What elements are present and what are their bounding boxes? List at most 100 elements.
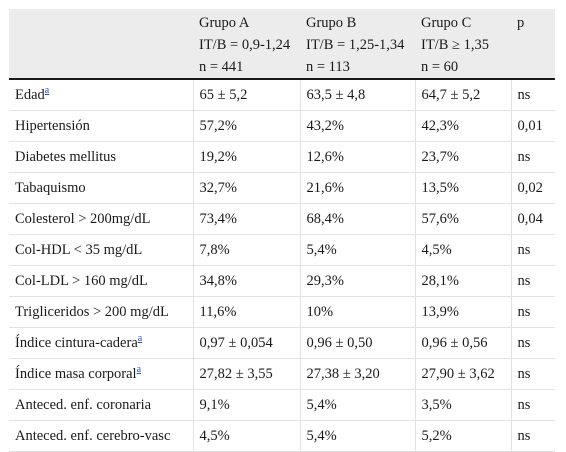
row-label: Diabetes mellitus	[15, 148, 117, 165]
cell-grupo-a: 34,8%	[192, 265, 300, 297]
table-row: Colesterol > 200mg/dL 73,4% 68,4% 57,6% 0,04	[9, 203, 555, 235]
cell-grupo-c: 27,90 ± 3,62	[414, 358, 511, 390]
cell-grupo-a: 19,2%	[192, 141, 300, 173]
cell-grupo-a: 9,1%	[192, 389, 300, 421]
header-grupo-a: Grupo A IT/B = 0,9-1,24 n = 441	[193, 9, 300, 80]
cell-p-value: ns	[510, 234, 555, 266]
header-line: n = 113	[306, 59, 350, 75]
cell-grupo-b: 29,3%	[299, 265, 415, 297]
header-line: IT/B = 1,25-1,34	[306, 37, 405, 53]
cell-grupo-b: 12,6%	[299, 141, 415, 173]
cell-p-value: 0,02	[510, 172, 555, 204]
cell-grupo-a: 57,2%	[192, 110, 300, 142]
row-label-cell: Tabaquismo	[9, 172, 193, 204]
row-label: Índice masa corporal	[15, 365, 137, 382]
cell-p-value: ns	[510, 389, 555, 421]
cell-grupo-a: 11,6%	[192, 296, 300, 328]
cell-grupo-b: 5,4%	[299, 420, 415, 452]
table-row: Col-HDL < 35 mg/dL 7,8% 5,4% 4,5% ns	[9, 234, 555, 266]
cell-grupo-a: 7,8%	[192, 234, 300, 266]
cell-p-value: ns	[510, 141, 555, 173]
cell-p-value: ns	[510, 78, 555, 111]
cell-grupo-c: 64,7 ± 5,2	[414, 78, 511, 111]
header-line: n = 60	[421, 59, 459, 75]
header-line	[517, 56, 555, 78]
header-grupo-c: Grupo C IT/B ≥ 1,35 n = 60	[415, 9, 511, 80]
table-row: Trigliceridos > 200 mg/dL 11,6% 10% 13,9% ns	[9, 296, 555, 328]
cell-grupo-a: 4,5%	[192, 420, 300, 452]
table-row: Índice cintura-caderaa 0,97 ± 0,054 0,96 ±…	[9, 327, 555, 359]
row-label: Col-LDL > 160 mg/dL	[15, 272, 148, 289]
cell-p-value: ns	[510, 296, 555, 328]
row-label-cell: Col-HDL < 35 mg/dL	[9, 234, 193, 266]
cell-grupo-a: 0,97 ± 0,054	[192, 327, 300, 359]
table-row: Tabaquismo 32,7% 21,6% 13,5% 0,02	[9, 172, 555, 204]
cell-grupo-c: 5,2%	[414, 420, 511, 452]
row-label: Colesterol > 200mg/dL	[15, 210, 151, 227]
cell-grupo-b: 68,4%	[299, 203, 415, 235]
cell-p-value: ns	[510, 420, 555, 452]
cell-grupo-c: 4,5%	[414, 234, 511, 266]
header-line	[517, 34, 555, 56]
cell-grupo-a: 27,82 ± 3,55	[192, 358, 300, 390]
row-label: Tabaquismo	[15, 179, 86, 196]
table-header: Grupo A IT/B = 0,9-1,24 n = 441 Grupo B IT/B…	[9, 9, 555, 80]
cell-grupo-c: 0,96 ± 0,56	[414, 327, 511, 359]
row-label: Edad	[15, 86, 45, 103]
table-row: Hipertensión 57,2% 43,2% 42,3% 0,01	[9, 110, 555, 142]
header-p: p	[511, 9, 555, 80]
cell-grupo-a: 65 ± 5,2	[192, 78, 300, 111]
table-row: Anteced. enf. coronaria 9,1% 5,4% 3,5% ns	[9, 389, 555, 421]
row-label: Anteced. enf. cerebro-vasc	[15, 427, 171, 444]
cell-grupo-c: 23,7%	[414, 141, 511, 173]
header-line	[15, 34, 193, 56]
table-body: Edada 65 ± 5,2 63,5 ± 4,8 64,7 ± 5,2 ns Hiper…	[9, 78, 555, 452]
data-table: Grupo A IT/B = 0,9-1,24 n = 441 Grupo B IT/B…	[9, 9, 555, 452]
row-label: Anteced. enf. coronaria	[15, 396, 152, 413]
header-line: IT/B ≥ 1,35	[421, 37, 489, 53]
row-label: Trigliceridos > 200 mg/dL	[15, 303, 169, 320]
cell-p-value: 0,04	[510, 203, 555, 235]
row-label-cell: Col-LDL > 160 mg/dL	[9, 265, 193, 297]
cell-grupo-b: 63,5 ± 4,8	[299, 78, 415, 111]
row-label: Hipertensión	[15, 117, 90, 134]
row-label-cell: Anteced. enf. cerebro-vasc	[9, 420, 193, 452]
cell-grupo-b: 21,6%	[299, 172, 415, 204]
footnote-link[interactable]: a	[136, 363, 142, 375]
row-label-cell: Hipertensión	[9, 110, 193, 142]
header-line	[15, 56, 193, 78]
cell-grupo-c: 42,3%	[414, 110, 511, 142]
cell-grupo-b: 27,38 ± 3,20	[299, 358, 415, 390]
cell-grupo-c: 57,6%	[414, 203, 511, 235]
cell-p-value: ns	[510, 358, 555, 390]
row-label-cell: Anteced. enf. coronaria	[9, 389, 193, 421]
table-row: Col-LDL > 160 mg/dL 34,8% 29,3% 28,1% ns	[9, 265, 555, 297]
header-line: p	[517, 15, 525, 31]
row-label-cell: Trigliceridos > 200 mg/dL	[9, 296, 193, 328]
row-label-cell: Colesterol > 200mg/dL	[9, 203, 193, 235]
footnote-link[interactable]: a	[137, 332, 143, 344]
header-line: Grupo B	[306, 15, 357, 31]
row-label: Col-HDL < 35 mg/dL	[15, 241, 143, 258]
cell-grupo-c: 3,5%	[414, 389, 511, 421]
cell-grupo-b: 10%	[299, 296, 415, 328]
table-row: Diabetes mellitus 19,2% 12,6% 23,7% ns	[9, 141, 555, 173]
row-label-cell: Índice masa corporala	[9, 358, 193, 390]
cell-grupo-c: 13,5%	[414, 172, 511, 204]
row-label-cell: Diabetes mellitus	[9, 141, 193, 173]
cell-p-value: ns	[510, 265, 555, 297]
cell-p-value: 0,01	[510, 110, 555, 142]
table-row: Edada 65 ± 5,2 63,5 ± 4,8 64,7 ± 5,2 ns	[9, 78, 555, 111]
table-row: Índice masa corporala 27,82 ± 3,55 27,38 ±…	[9, 358, 555, 390]
cell-grupo-a: 32,7%	[192, 172, 300, 204]
table-row: Anteced. enf. cerebro-vasc 4,5% 5,4% 5,2% ns	[9, 420, 555, 452]
header-line: IT/B = 0,9-1,24	[199, 37, 291, 53]
header-row: Grupo A IT/B = 0,9-1,24 n = 441 Grupo B IT/B…	[9, 9, 555, 80]
cell-grupo-c: 13,9%	[414, 296, 511, 328]
cell-grupo-b: 5,4%	[299, 389, 415, 421]
cell-grupo-a: 73,4%	[192, 203, 300, 235]
cell-grupo-b: 43,2%	[299, 110, 415, 142]
footnote-link[interactable]: a	[44, 84, 50, 96]
row-label-cell: Edada	[9, 78, 193, 111]
header-line: Grupo C	[421, 15, 472, 31]
